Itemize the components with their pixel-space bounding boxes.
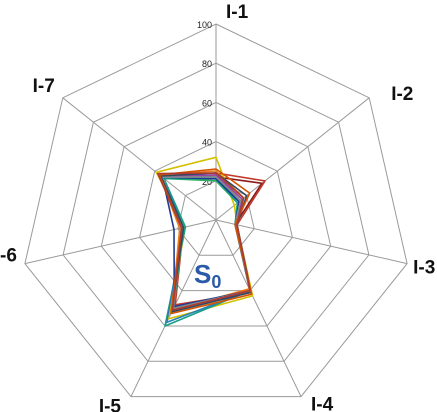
center-label: S0	[194, 259, 221, 292]
radar-grid	[24, 23, 408, 398]
grid-ring-20	[177, 180, 255, 256]
series-line-7	[163, 177, 251, 327]
series-line-12	[160, 172, 252, 313]
axis-label-I-6: I-6	[0, 246, 17, 267]
grid-ring-60	[100, 101, 332, 327]
tick-label-40: 40	[202, 138, 212, 148]
grid-ring-40	[139, 141, 293, 292]
center-label-main: S	[194, 259, 211, 289]
axis-label-I-7: I-7	[33, 76, 55, 97]
spoke-I-4	[215, 219, 302, 397]
grid-ring-100	[24, 23, 408, 398]
spoke-I-6	[24, 219, 217, 265]
spoke-I-3	[215, 219, 408, 265]
center-label-subscript: 0	[211, 272, 221, 292]
grid-ring-80	[62, 62, 370, 362]
axis-label-I-5: I-5	[99, 397, 122, 412]
tick-label-100: 100	[197, 20, 212, 30]
axis-label-I-1: I-1	[226, 2, 249, 23]
tick-label-60: 60	[202, 98, 212, 108]
tick-label-80: 80	[202, 59, 212, 69]
data-series-group	[155, 156, 266, 327]
spoke-I-7	[62, 97, 217, 221]
axis-label-I-4: I-4	[311, 395, 334, 412]
axis-label-I-2: I-2	[391, 84, 413, 105]
axis-label-I-3: I-3	[413, 258, 435, 279]
radial-tick-labels: 20 40 60 80 100	[197, 20, 212, 187]
tick-label-20: 20	[202, 177, 212, 187]
series-line-14	[157, 172, 251, 311]
